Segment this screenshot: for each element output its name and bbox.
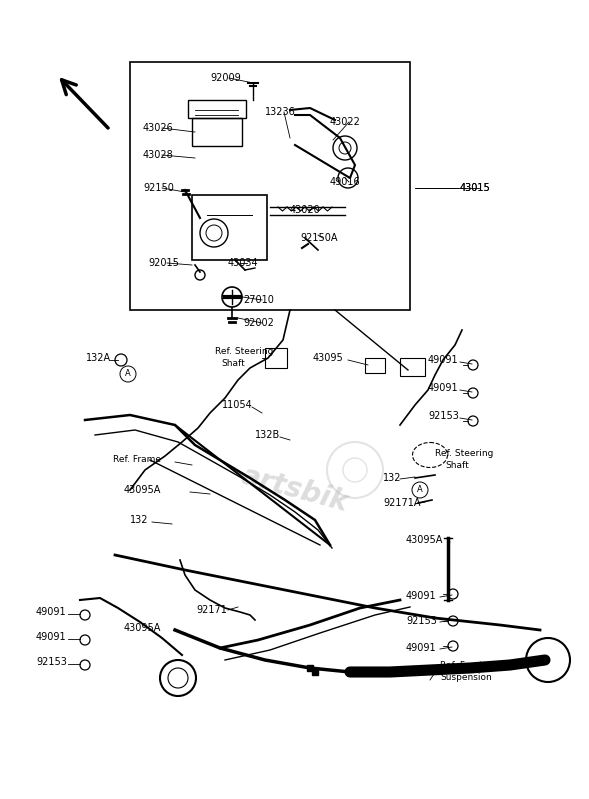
Text: 49091: 49091 xyxy=(36,632,67,642)
Text: 43020: 43020 xyxy=(290,205,321,215)
Text: 27010: 27010 xyxy=(243,295,274,305)
Text: Suspension: Suspension xyxy=(440,673,492,682)
Text: 43095A: 43095A xyxy=(406,535,444,545)
Text: 132: 132 xyxy=(130,515,148,525)
Bar xyxy=(365,358,385,373)
Text: Ref. Front: Ref. Front xyxy=(440,661,483,670)
Text: 43095A: 43095A xyxy=(124,623,161,633)
Bar xyxy=(400,358,425,376)
Text: artsbik: artsbik xyxy=(239,463,352,518)
Text: 92150: 92150 xyxy=(143,183,174,193)
Text: 43095A: 43095A xyxy=(124,485,161,495)
Text: 49091: 49091 xyxy=(428,383,459,393)
Text: 49091: 49091 xyxy=(36,607,67,617)
Text: A: A xyxy=(125,369,131,379)
Text: Shaft: Shaft xyxy=(445,462,469,471)
Text: Shaft: Shaft xyxy=(221,360,245,368)
Text: 92153: 92153 xyxy=(406,616,437,626)
Text: 43022: 43022 xyxy=(330,117,361,127)
Text: 92153: 92153 xyxy=(428,411,459,421)
Bar xyxy=(130,62,410,310)
Text: Ref. Steering: Ref. Steering xyxy=(215,348,273,356)
Text: 92009: 92009 xyxy=(210,73,241,83)
Text: 43015: 43015 xyxy=(460,183,491,193)
Text: 13236: 13236 xyxy=(265,107,296,117)
Bar xyxy=(188,100,246,118)
Bar xyxy=(192,195,267,260)
Text: 132B: 132B xyxy=(255,430,280,440)
Text: 92015: 92015 xyxy=(148,258,179,268)
Text: A: A xyxy=(417,486,423,495)
Bar xyxy=(265,348,287,368)
Text: 132A: 132A xyxy=(86,353,111,363)
Bar xyxy=(192,118,242,146)
Text: 11054: 11054 xyxy=(222,400,253,410)
Text: 92171: 92171 xyxy=(196,605,227,615)
Text: 49091: 49091 xyxy=(406,643,436,653)
Text: 92150A: 92150A xyxy=(300,233,337,243)
Text: 92171A: 92171A xyxy=(383,498,421,508)
Text: 43028: 43028 xyxy=(143,150,174,160)
Text: 43015: 43015 xyxy=(460,183,491,193)
Text: 49091: 49091 xyxy=(428,355,459,365)
Text: 92153: 92153 xyxy=(36,657,67,667)
Text: 43034: 43034 xyxy=(228,258,259,268)
Text: 43026: 43026 xyxy=(143,123,174,133)
Text: 132: 132 xyxy=(383,473,402,483)
Text: 49091: 49091 xyxy=(406,591,436,601)
Text: Ref. Frame: Ref. Frame xyxy=(113,455,161,464)
Text: 43095: 43095 xyxy=(313,353,344,363)
Text: 49016: 49016 xyxy=(330,177,360,187)
Text: 92002: 92002 xyxy=(243,318,274,328)
Text: Ref. Steering: Ref. Steering xyxy=(435,448,494,458)
